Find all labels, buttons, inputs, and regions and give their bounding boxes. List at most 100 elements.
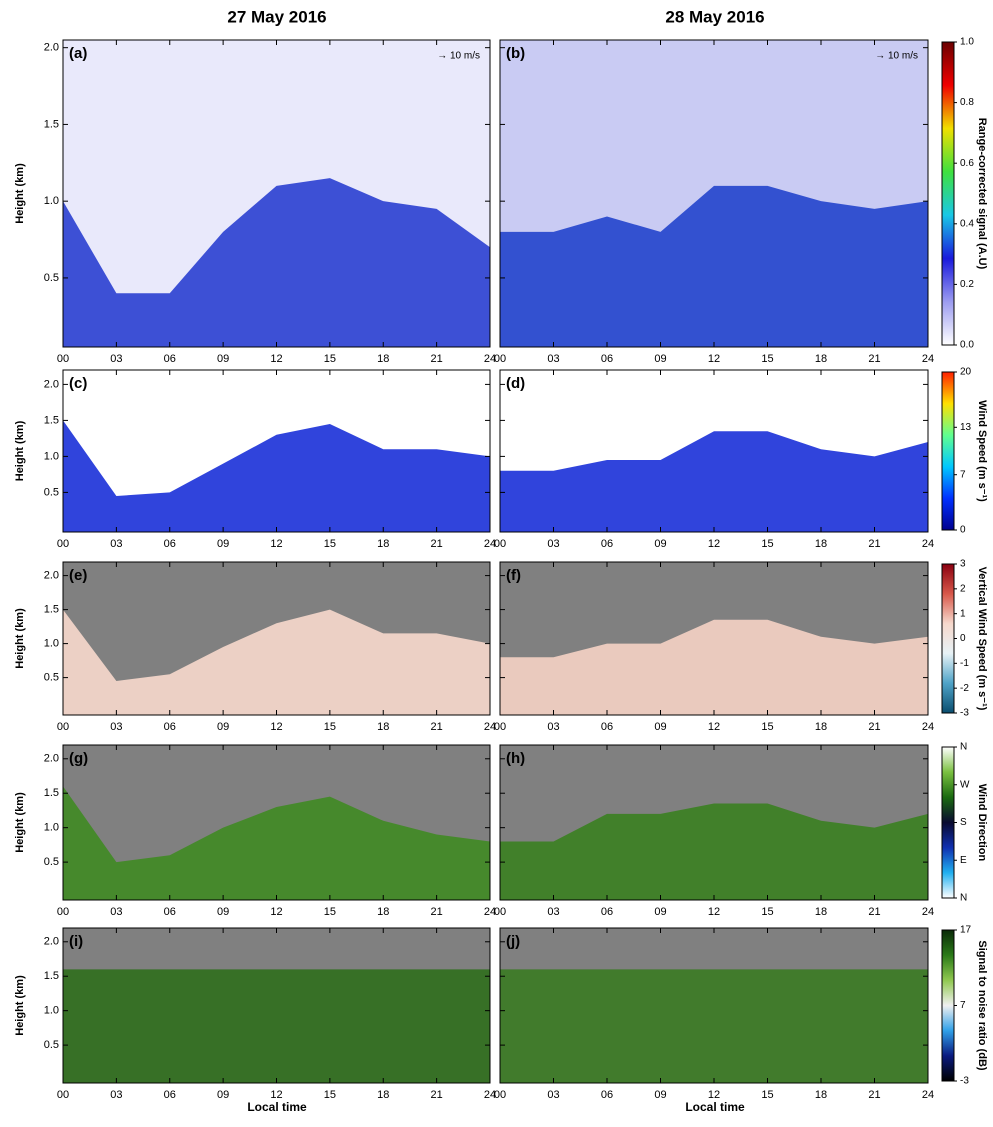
panel-label: (f) <box>506 567 521 584</box>
colorbar-tick-label: 0.6 <box>960 158 974 169</box>
y-axis-label: Height (km) <box>14 792 26 853</box>
colorbar-label: Signal to noise ratio (dB) <box>976 940 988 1071</box>
data-region <box>500 185 928 347</box>
y-tick-label: 2.0 <box>44 753 59 765</box>
x-tick-label: 24 <box>922 353 934 365</box>
x-tick-label: 24 <box>484 721 496 733</box>
colorbar-tick-label: 0.4 <box>960 218 974 229</box>
panel-label: (j) <box>506 933 520 950</box>
colorbar-tick-label: -3 <box>960 1076 969 1087</box>
x-tick-label: 00 <box>57 353 69 365</box>
colorbar-tick-label: 0 <box>960 525 966 536</box>
colorbar-tick-label: 17 <box>960 925 972 936</box>
x-tick-label: 09 <box>217 906 229 918</box>
x-tick-label: 06 <box>164 906 176 918</box>
data-region <box>500 619 928 715</box>
x-tick-label: 18 <box>815 1089 827 1101</box>
x-tick-label: 00 <box>57 721 69 733</box>
panel-label: (h) <box>506 750 525 767</box>
x-tick-label: 21 <box>431 353 443 365</box>
data-region <box>500 803 928 900</box>
x-tick-label: 03 <box>110 538 122 550</box>
x-axis-label: Local time <box>685 1100 745 1114</box>
x-tick-label: 03 <box>110 906 122 918</box>
colorbar-tick-label: 3 <box>960 559 966 570</box>
x-tick-label: 15 <box>324 353 336 365</box>
x-tick-label: 06 <box>601 353 613 365</box>
data-region <box>63 609 490 715</box>
x-tick-label: 00 <box>57 906 69 918</box>
x-tick-label: 15 <box>761 538 773 550</box>
panel-label: (a) <box>69 45 87 62</box>
x-tick-label: 18 <box>815 721 827 733</box>
x-tick-label: 00 <box>494 906 506 918</box>
x-tick-label: 18 <box>815 538 827 550</box>
colorbar-tick-label: 0.8 <box>960 97 974 108</box>
panel-label: (e) <box>69 567 87 584</box>
x-tick-label: 18 <box>377 1089 389 1101</box>
y-tick-label: 0.5 <box>44 486 59 498</box>
data-region <box>63 420 490 532</box>
x-tick-label: 12 <box>708 538 720 550</box>
colorbar-tick-label: -3 <box>960 708 969 719</box>
x-tick-label: 03 <box>110 353 122 365</box>
x-tick-label: 09 <box>654 721 666 733</box>
x-tick-label: 15 <box>761 1089 773 1101</box>
colorbar <box>941 563 955 714</box>
panel-label: (b) <box>506 45 525 62</box>
y-axis-label: Height (km) <box>14 975 26 1036</box>
x-tick-label: 12 <box>270 1089 282 1101</box>
colorbar-tick-label: -1 <box>960 658 969 669</box>
colorbar-tick-label: 7 <box>960 469 966 480</box>
x-tick-label: 12 <box>708 1089 720 1101</box>
y-tick-label: 0.5 <box>44 672 59 684</box>
data-region <box>63 178 490 347</box>
colorbar-tick-label: 1 <box>960 608 966 619</box>
x-tick-label: 06 <box>164 353 176 365</box>
colorbar-tick-label: N <box>960 893 967 904</box>
colorbar-tick-label: N <box>960 742 967 753</box>
annotation: → 10 m/s <box>437 51 480 62</box>
x-tick-label: 03 <box>547 353 559 365</box>
colorbar-tick-label: 13 <box>960 422 972 433</box>
x-tick-label: 15 <box>761 906 773 918</box>
x-tick-label: 15 <box>324 721 336 733</box>
x-tick-label: 21 <box>431 721 443 733</box>
y-tick-label: 1.0 <box>44 450 59 462</box>
x-tick-label: 00 <box>494 1089 506 1101</box>
x-tick-label: 24 <box>484 538 496 550</box>
x-tick-label: 18 <box>377 906 389 918</box>
x-tick-label: 03 <box>547 538 559 550</box>
y-tick-label: 1.0 <box>44 638 59 650</box>
column-title: 27 May 2016 <box>227 7 326 26</box>
x-tick-label: 12 <box>270 538 282 550</box>
x-tick-label: 06 <box>601 906 613 918</box>
x-tick-label: 24 <box>484 906 496 918</box>
colorbar-tick-label: E <box>960 855 967 866</box>
x-tick-label: 18 <box>377 721 389 733</box>
panel-label: (i) <box>69 933 83 950</box>
x-tick-label: 09 <box>217 1089 229 1101</box>
panel-label: (g) <box>69 750 88 767</box>
colorbar-label: Wind Speed (m s⁻¹) <box>976 400 988 502</box>
y-tick-label: 0.5 <box>44 272 59 284</box>
x-tick-label: 00 <box>57 538 69 550</box>
x-tick-label: 00 <box>494 721 506 733</box>
x-tick-label: 03 <box>110 1089 122 1101</box>
y-tick-label: 1.5 <box>44 414 59 426</box>
x-tick-label: 18 <box>377 538 389 550</box>
colorbar-tick-label: 0.2 <box>960 279 974 290</box>
colorbar-tick-label: 2 <box>960 583 966 594</box>
x-tick-label: 09 <box>654 906 666 918</box>
x-tick-label: 24 <box>922 906 934 918</box>
x-tick-label: 06 <box>601 721 613 733</box>
x-tick-label: 18 <box>815 906 827 918</box>
panel-label: (c) <box>69 375 87 392</box>
colorbar-tick-label: 0 <box>960 633 966 644</box>
colorbar-tick-label: 1.0 <box>960 37 974 48</box>
y-tick-label: 1.0 <box>44 822 59 834</box>
x-tick-label: 03 <box>547 1089 559 1101</box>
x-tick-label: 21 <box>868 538 880 550</box>
x-tick-label: 03 <box>110 721 122 733</box>
